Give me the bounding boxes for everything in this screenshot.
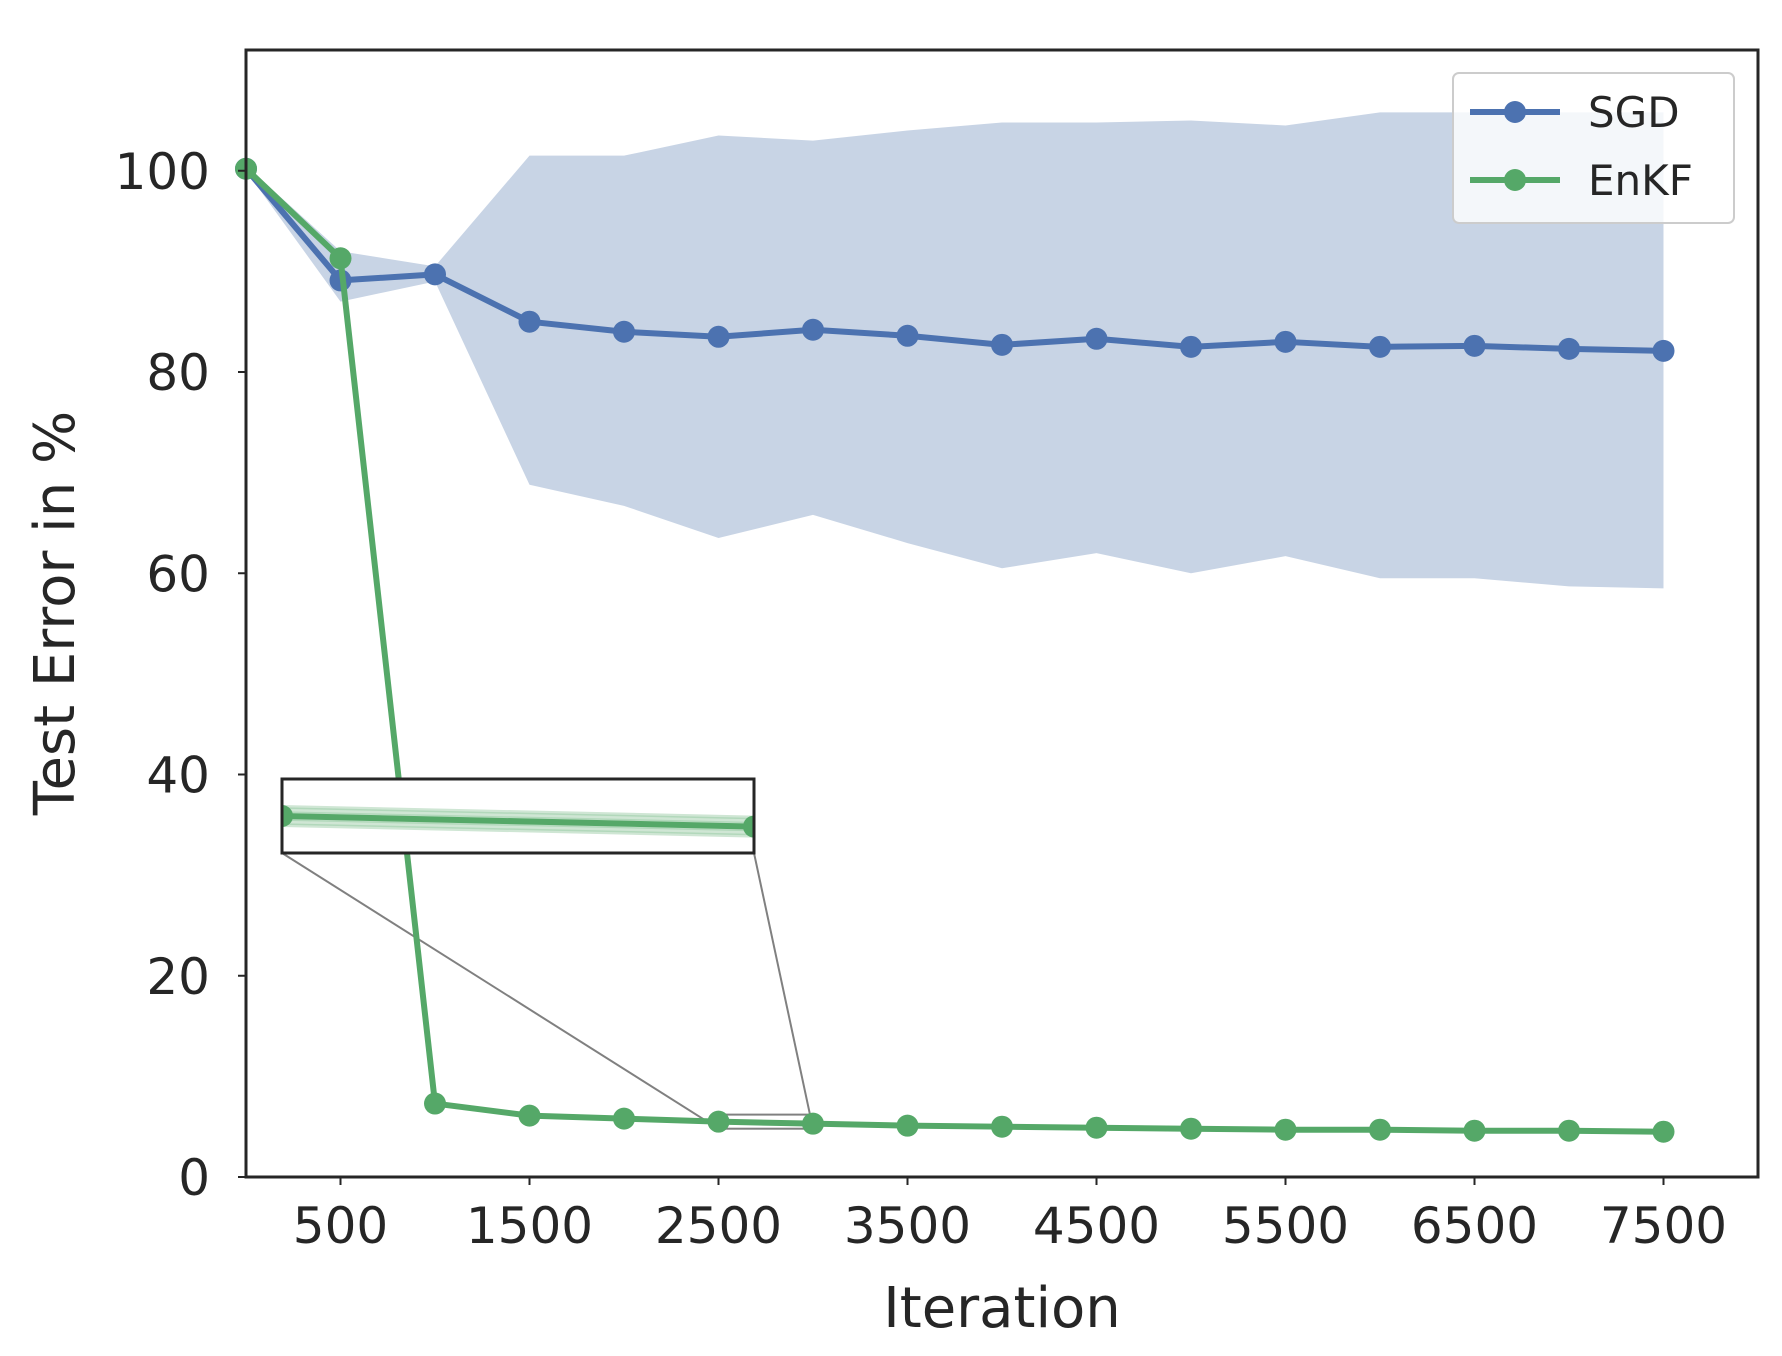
x-tick-label: 3500 bbox=[844, 1197, 971, 1255]
inset-point-enkf bbox=[282, 805, 293, 827]
band-sgd bbox=[246, 112, 1664, 589]
point-enkf bbox=[1463, 1119, 1486, 1142]
y-axis-label: Test Error in % bbox=[23, 411, 88, 816]
point-enkf bbox=[707, 1110, 730, 1133]
point-enkf bbox=[991, 1115, 1013, 1138]
series-layer bbox=[235, 157, 1675, 1143]
point-enkf bbox=[424, 1092, 446, 1115]
confidence-band-layer bbox=[246, 112, 1664, 589]
inset-ensemble-line bbox=[282, 823, 754, 836]
point-sgd bbox=[518, 310, 541, 333]
inset-ensemble-line bbox=[282, 811, 754, 824]
point-sgd bbox=[802, 318, 824, 341]
x-tick-label: 1500 bbox=[466, 1197, 593, 1255]
inset-connector-line bbox=[753, 852, 814, 1129]
inset-line-enkf bbox=[282, 813, 754, 830]
point-enkf bbox=[1558, 1119, 1580, 1142]
x-axis-label: Iteration bbox=[883, 1276, 1121, 1341]
x-axis-ticks: 500 1500 2500 3500 4500 5500 6500 7500 bbox=[293, 1177, 1727, 1255]
y-tick-label: 0 bbox=[178, 1149, 210, 1207]
line-enkf bbox=[243, 165, 1667, 1135]
y-tick-label: 80 bbox=[146, 344, 210, 402]
legend-marker-sgd bbox=[1504, 101, 1526, 123]
point-enkf bbox=[802, 1112, 824, 1135]
x-tick-label: 7500 bbox=[1600, 1197, 1727, 1255]
point-sgd bbox=[1274, 330, 1297, 353]
point-enkf bbox=[1085, 1116, 1108, 1139]
y-axis-ticks: 0 20 40 60 80 100 bbox=[115, 143, 246, 1207]
x-tick-label: 4500 bbox=[1033, 1197, 1160, 1255]
y-tick-label: 100 bbox=[115, 143, 210, 201]
x-tick-label: 500 bbox=[293, 1197, 388, 1255]
point-sgd bbox=[991, 333, 1013, 356]
point-sgd bbox=[1369, 335, 1391, 358]
inset-ensemble-line bbox=[282, 807, 754, 820]
inset-ensemble-line bbox=[282, 819, 754, 832]
legend-label-enkf: EnKF bbox=[1588, 156, 1693, 205]
point-sgd bbox=[1652, 339, 1675, 362]
point-sgd bbox=[1180, 335, 1202, 358]
point-sgd bbox=[1085, 327, 1108, 350]
x-tick-label: 6500 bbox=[1411, 1197, 1538, 1255]
point-enkf bbox=[518, 1104, 541, 1127]
inset-connector-line bbox=[281, 852, 720, 1130]
point-sgd bbox=[1463, 334, 1486, 357]
point-enkf bbox=[1180, 1117, 1202, 1140]
y-tick-label: 60 bbox=[146, 545, 210, 603]
point-enkf bbox=[329, 247, 352, 270]
x-tick-label: 5500 bbox=[1222, 1197, 1349, 1255]
point-sgd bbox=[707, 325, 730, 348]
point-enkf bbox=[1274, 1118, 1297, 1141]
point-sgd bbox=[1558, 337, 1580, 360]
point-enkf bbox=[1369, 1118, 1391, 1141]
point-enkf bbox=[613, 1107, 635, 1130]
inset-point-enkf bbox=[743, 815, 754, 838]
point-enkf bbox=[896, 1114, 919, 1137]
legend-label-sgd: SGD bbox=[1588, 88, 1680, 137]
x-tick-label: 2500 bbox=[655, 1197, 782, 1255]
inset-plot bbox=[282, 805, 754, 838]
plot-frame bbox=[244, 48, 1760, 1179]
inset-frame bbox=[280, 777, 756, 855]
y-tick-label: 40 bbox=[146, 747, 210, 805]
point-sgd bbox=[424, 263, 446, 286]
point-sgd bbox=[613, 320, 635, 343]
point-sgd bbox=[896, 324, 919, 347]
legend-entries: SGD EnKF bbox=[1470, 88, 1693, 205]
legend-marker-enkf bbox=[1504, 169, 1526, 191]
legend: SGD EnKF bbox=[1452, 72, 1735, 224]
line-sgd bbox=[243, 165, 1667, 354]
inset-layer bbox=[280, 777, 756, 855]
point-enkf bbox=[1652, 1120, 1675, 1143]
y-tick-label: 20 bbox=[146, 948, 210, 1006]
